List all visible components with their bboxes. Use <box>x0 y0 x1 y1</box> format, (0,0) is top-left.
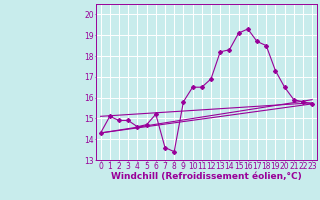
X-axis label: Windchill (Refroidissement éolien,°C): Windchill (Refroidissement éolien,°C) <box>111 172 302 181</box>
